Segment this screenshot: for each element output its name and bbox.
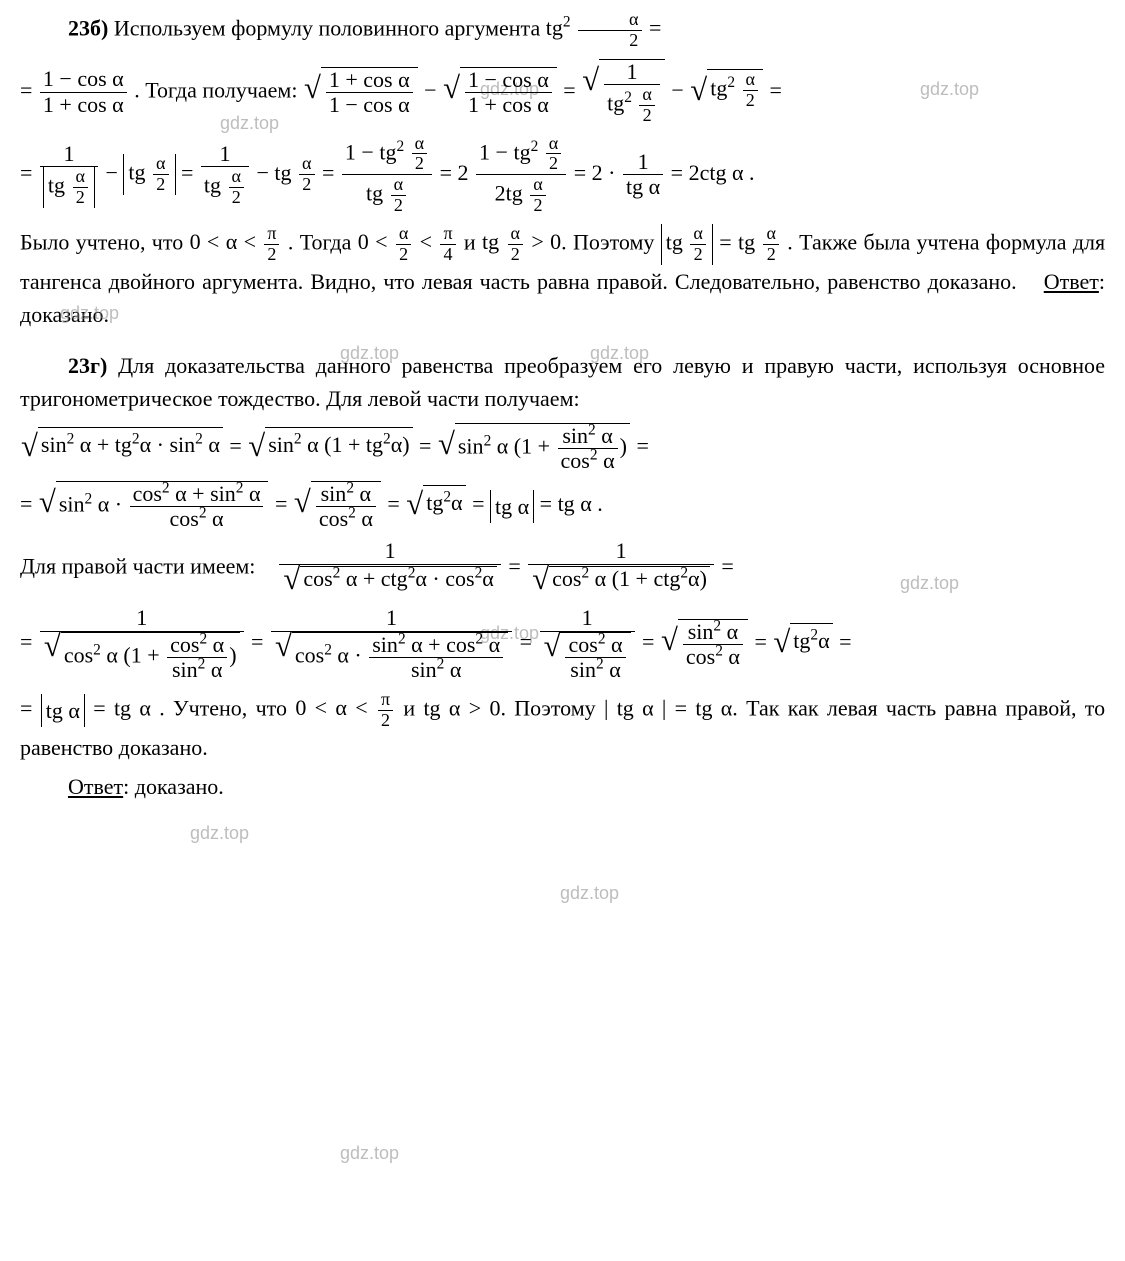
intro-text: Используем формулу половинного аргумента [108, 15, 545, 40]
right-part-text: Для правой части имеем: [20, 554, 255, 579]
formula-23g-right-2: = 1cos2 α (1 + cos2 αsin2 α) = 1cos2 α ·… [20, 606, 1105, 682]
range-1: 0 < α < π2 [190, 229, 282, 254]
document-page: gdz.top gdz.top gdz.top gdz.top gdz.top … [20, 10, 1105, 803]
and-text: и [403, 695, 423, 720]
answer-text: : доказано. [123, 774, 224, 799]
problem-label: 23б) [68, 15, 108, 40]
formula-23g-right-head: Для правой части имеем: 1cos2 α + ctg2α … [20, 539, 1105, 598]
therefore-text: . Поэтому [500, 695, 604, 720]
then2-text: . Тогда [288, 229, 358, 254]
answer-23g: Ответ: доказано. [20, 770, 1105, 803]
answer-label: Ответ [1044, 269, 1099, 294]
explanation-23b: Было учтено, что 0 < α < π2 . Тогда 0 < … [20, 224, 1105, 331]
then-text: . Тогда получаем: [134, 77, 303, 102]
formula-head: tg2 α2 = [546, 15, 662, 40]
watermark: gdz.top [190, 820, 249, 847]
problem-23b-intro: 23б) Используем формулу половинного аргу… [20, 10, 1105, 51]
therefore-text: . Поэтому [561, 229, 661, 254]
formula-23b-line2: = 1tg α2 − tg α2 = 1tg α2 − tg α2 = 1 − … [20, 134, 1105, 216]
formula-23b-line1: = 1 − cos α1 + cos α . Тогда получаем: 1… [20, 59, 1105, 126]
range-2: 0 < α2 < π4 [358, 229, 458, 254]
formula-23g-left-1: sin2 α + tg2α · sin2 α = sin2 α (1 + tg2… [20, 423, 1105, 473]
abs-tg: tg α2 [661, 224, 713, 265]
abs-eq-g: | tg α | = tg α. [604, 695, 738, 720]
tg-pos: tg α2 > 0 [482, 229, 561, 254]
problem-23g-intro: 23г) Для доказательства данного равенств… [20, 349, 1105, 415]
answer-label: Ответ [68, 774, 123, 799]
formula-23g-left-2: = sin2 α · cos2 α + sin2 αcos2 α = sin2 … [20, 481, 1105, 531]
formula-23g-right-3: = tg α = tg α . Учтено, что 0 < α < π2 и… [20, 690, 1105, 764]
intro-text: Для доказательства данного равенства пре… [20, 353, 1105, 411]
range-g: 0 < α < π2 [295, 695, 395, 720]
watermark: gdz.top [560, 880, 619, 907]
accounted-text: Учтено, что [173, 695, 295, 720]
accounted-text: Было учтено, что [20, 229, 190, 254]
problem-label: 23г) [68, 353, 107, 378]
watermark: gdz.top [340, 1140, 399, 1167]
tg-pos-g: tg α > 0 [423, 695, 500, 720]
and-text: и [464, 229, 482, 254]
